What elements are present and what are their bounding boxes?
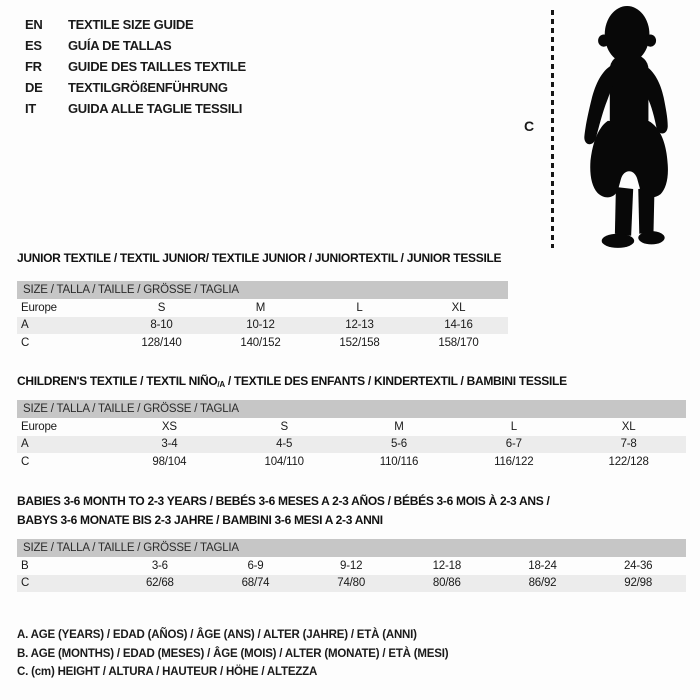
height-measure-dashed-line: [551, 10, 554, 248]
table-cell: XL: [451, 301, 466, 314]
table-cell: 8-10: [150, 319, 173, 332]
table-cell: 10-12: [246, 319, 275, 332]
section-title-junior: JUNIOR TEXTILE / TEXTIL JUNIOR/ TEXTILE …: [17, 251, 502, 265]
language-title: GUÍA DE TALLAS: [68, 38, 172, 53]
section-title-text: / TEXTILE DES ENFANTS / KINDERTEXTIL / B…: [224, 374, 567, 388]
language-row: ES GUÍA DE TALLAS: [25, 35, 246, 56]
table-cell: S: [280, 420, 288, 433]
table-row: Europe XS S M L XL: [17, 418, 686, 436]
row-label: B: [21, 559, 29, 572]
table-cell: S: [157, 301, 166, 314]
legend-line-c: C. (cm) HEIGHT / ALTURA / HAUTEUR / HÖHE…: [17, 666, 318, 678]
section-title-line: BABIES 3-6 MONTH TO 2-3 YEARS / BEBÉS 3-…: [17, 494, 550, 508]
row-label: C: [21, 336, 30, 349]
table-cell: 152/158: [339, 336, 380, 349]
table-cell: 6-9: [247, 559, 264, 572]
measurement-figure: C: [515, 0, 700, 256]
table-row: B 3-6 6-9 9-12 12-18 18-24 24-36: [17, 557, 686, 575]
table-row: A 3-4 4-5 5-6 6-7 7-8: [17, 435, 686, 453]
table-cell: XS: [161, 420, 177, 433]
table-row: C 98/104 104/110 110/116 116/122 122/128: [17, 453, 686, 471]
row-label: C: [21, 455, 30, 468]
table-cell: M: [255, 301, 266, 314]
junior-size-table: SIZE / TALLA / TAILLE / GRÖSSE / TAGLIA …: [17, 281, 508, 352]
language-title: TEXTILE SIZE GUIDE: [68, 17, 194, 32]
table-cell: 98/104: [152, 455, 187, 468]
language-row: FR GUIDE DES TAILLES TEXTILE: [25, 56, 246, 77]
table-row: C 62/68 68/74 74/80 80/86 86/92 92/98: [17, 574, 686, 592]
row-label: C: [21, 577, 30, 590]
size-header-bar: SIZE / TALLA / TAILLE / GRÖSSE / TAGLIA: [17, 281, 508, 299]
table-cell: L: [510, 420, 517, 433]
table-cell: 92/98: [624, 577, 653, 590]
table-cell: 14-16: [444, 319, 473, 332]
language-title: GUIDE DES TAILLES TEXTILE: [68, 59, 246, 74]
table-cell: 9-12: [340, 559, 363, 572]
table-cell: 12-18: [432, 559, 462, 572]
table-cell: 5-6: [390, 438, 407, 451]
table-cell: XL: [621, 420, 636, 433]
table-cell: 62/68: [145, 577, 174, 590]
language-title: TEXTILGRÖßENFÜHRUNG: [68, 80, 228, 95]
row-label: Europe: [21, 420, 57, 433]
table-cell: 7-8: [620, 438, 637, 451]
table-row: Europe S M L XL: [17, 299, 508, 317]
table-cell: 24-36: [623, 559, 653, 572]
table-cell: 68/74: [241, 577, 270, 590]
table-cell: 128/140: [141, 336, 182, 349]
table-cell: 158/170: [438, 336, 479, 349]
language-code: DE: [25, 80, 43, 95]
size-header-bar: SIZE / TALLA / TAILLE / GRÖSSE / TAGLIA: [17, 400, 686, 418]
table-cell: 18-24: [528, 559, 557, 572]
section-title-babies: BABIES 3-6 MONTH TO 2-3 YEARS / BEBÉS 3-…: [17, 492, 550, 530]
row-label: A: [21, 438, 29, 451]
section-title-children: CHILDREN'S TEXTILE / TEXTIL NIÑO/A / TEX…: [17, 374, 567, 389]
section-title-subscript: /A: [217, 380, 225, 389]
table-cell: 104/110: [264, 455, 305, 468]
table-cell: 74/80: [337, 577, 366, 590]
language-row: EN TEXTILE SIZE GUIDE: [25, 14, 246, 35]
table-cell: L: [356, 301, 363, 314]
language-code: ES: [25, 38, 42, 53]
babies-size-table: SIZE / TALLA / TAILLE / GRÖSSE / TAGLIA …: [17, 539, 686, 592]
table-cell: 6-7: [505, 438, 522, 451]
table-cell: 140/152: [240, 336, 281, 349]
table-cell: 4-5: [276, 438, 293, 451]
language-code: IT: [25, 101, 36, 116]
language-title-list: EN TEXTILE SIZE GUIDE ES GUÍA DE TALLAS …: [25, 14, 246, 119]
language-code: EN: [25, 17, 43, 32]
table-cell: 3-6: [151, 559, 168, 572]
language-title: GUIDA ALLE TAGLIE TESSILI: [68, 101, 243, 116]
baby-silhouette-icon: [584, 6, 668, 248]
table-row: A 8-10 10-12 12-13 14-16: [17, 316, 508, 334]
height-measure-label: C: [524, 118, 535, 134]
table-cell: 86/92: [528, 577, 557, 590]
language-code: FR: [25, 59, 42, 74]
table-cell: 12-13: [345, 319, 374, 332]
language-row: DE TEXTILGRÖßENFÜHRUNG: [25, 77, 246, 98]
table-cell: 116/122: [494, 455, 534, 468]
table-cell: 110/116: [379, 455, 419, 468]
legend-line-b: B. AGE (MONTHS) / EDAD (MESES) / ÂGE (MO…: [17, 647, 449, 660]
section-title-text: CHILDREN'S TEXTILE / TEXTIL NIÑO: [17, 374, 218, 388]
language-row: IT GUIDA ALLE TAGLIE TESSILI: [25, 98, 246, 119]
table-cell: M: [394, 420, 404, 433]
table-cell: 3-4: [161, 438, 178, 451]
table-row: C 128/140 140/152 152/158 158/170: [17, 334, 508, 352]
children-size-table: SIZE / TALLA / TAILLE / GRÖSSE / TAGLIA …: [17, 400, 686, 471]
size-header-bar: SIZE / TALLA / TAILLE / GRÖSSE / TAGLIA: [17, 539, 686, 557]
measurement-legend: A. AGE (YEARS) / EDAD (AÑOS) / ÂGE (ANS)…: [17, 626, 449, 682]
row-label: A: [21, 319, 29, 332]
section-title-line: BABYS 3-6 MONATE BIS 2-3 JAHRE / BAMBINI…: [17, 513, 383, 527]
legend-line-a: A. AGE (YEARS) / EDAD (AÑOS) / ÂGE (ANS)…: [17, 629, 417, 641]
row-label: Europe: [21, 301, 57, 314]
table-cell: 122/128: [608, 455, 649, 468]
table-cell: 80/86: [432, 577, 461, 590]
